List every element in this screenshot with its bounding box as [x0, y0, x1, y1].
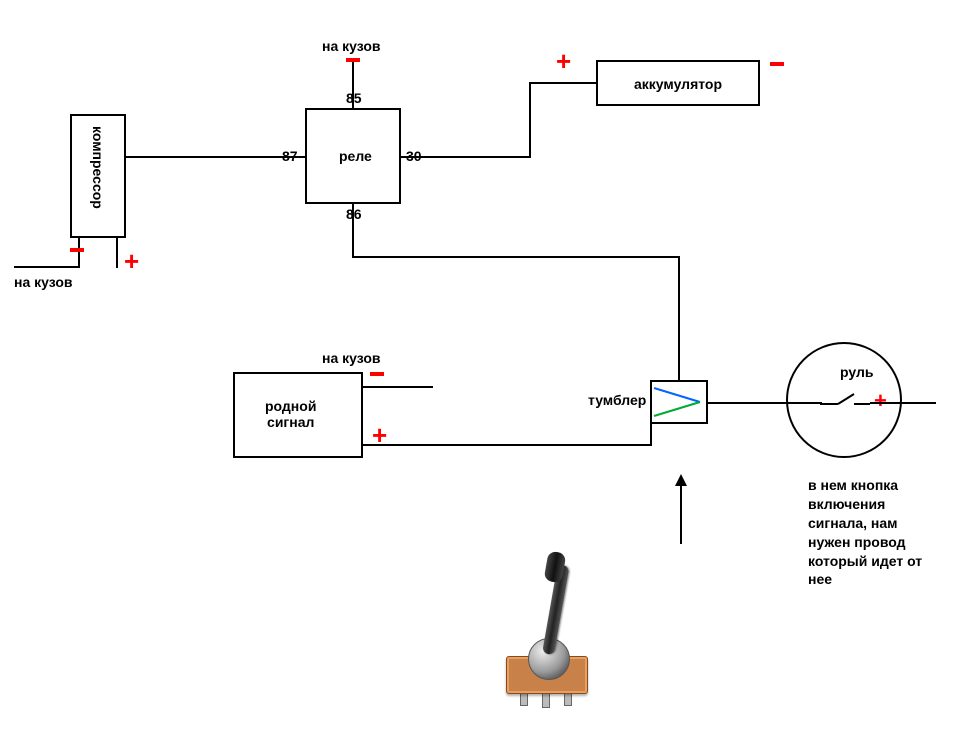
wire-horn-pos: [363, 444, 650, 446]
tumbler-switch-icon: [650, 380, 708, 424]
plus-wheel: +: [874, 388, 887, 414]
horn-block: родной сигнал: [233, 372, 363, 458]
arrow-shaft: [680, 484, 682, 544]
body-label-relay: на кузов: [322, 38, 381, 54]
wire-relay87-comp: [126, 156, 305, 158]
wire-relay86-a: [352, 204, 354, 258]
wiring-diagram: компрессор на кузов + реле 85 86 87 30 н…: [0, 0, 960, 729]
horn-label: родной сигнал: [265, 398, 316, 430]
plus-battery: +: [556, 46, 571, 77]
wire-tumb-wheel: [708, 402, 822, 404]
minus-compressor: [70, 248, 84, 252]
wire-relay30-b: [529, 82, 531, 158]
body-label-compressor: на кузов: [14, 274, 73, 290]
body-label-horn: на кузов: [322, 350, 381, 366]
wire-horn-pos-v: [650, 424, 652, 446]
minus-battery: [770, 62, 784, 66]
wire-comp-neg-h: [14, 266, 80, 268]
wheel-switch-icon: [820, 390, 870, 412]
minus-horn: [370, 372, 384, 376]
wire-wheel-out: [870, 402, 936, 404]
plus-horn: +: [372, 420, 387, 451]
battery-block: аккумулятор: [596, 60, 760, 106]
wire-comp-pos: [116, 238, 118, 268]
wire-relay86-b: [352, 256, 678, 258]
compressor-block: компрессор: [70, 114, 126, 238]
toggle-switch-photo: [502, 560, 622, 720]
wheel-label: руль: [840, 364, 873, 380]
wheel-note: в нем кнопка включения сигнала, нам нуже…: [808, 476, 958, 589]
relay-block: реле: [305, 108, 401, 204]
wire-relay30-c: [529, 82, 596, 84]
minus-relay85: [346, 58, 360, 62]
battery-label: аккумулятор: [634, 76, 722, 92]
arrow-head-icon: [675, 474, 687, 486]
wire-relay30-a: [401, 156, 531, 158]
plus-compressor: +: [124, 246, 139, 277]
wire-horn-neg: [363, 386, 433, 388]
wire-relay86-c: [678, 256, 680, 380]
compressor-label: компрессор: [90, 126, 106, 209]
wire-horn-pos-h2: [648, 444, 652, 446]
wire-comp-neg: [78, 238, 80, 268]
tumbler-label: тумблер: [588, 392, 646, 408]
wire-relay85: [352, 62, 354, 108]
relay-label: реле: [339, 148, 372, 164]
